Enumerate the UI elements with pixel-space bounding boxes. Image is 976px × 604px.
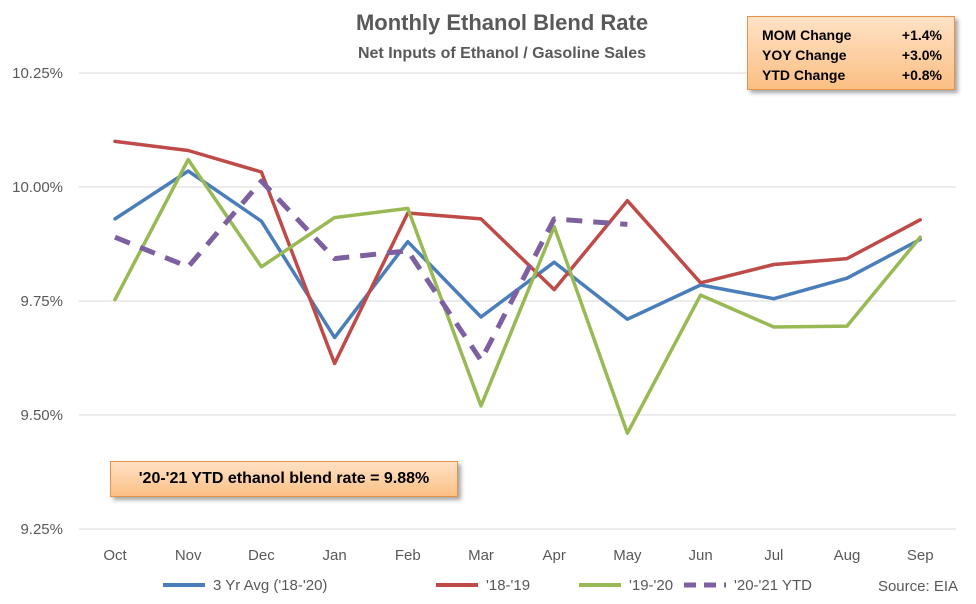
x-tick-label: Jun	[689, 547, 713, 564]
gridlines	[79, 72, 956, 530]
ytd-blend-note: '20-'21 YTD ethanol blend rate = 9.88%	[110, 461, 458, 497]
x-tick-label: Mar	[468, 547, 494, 564]
stats-row-yoy: YOY Change +3.0%	[762, 45, 942, 65]
x-tick-label: Dec	[248, 547, 275, 564]
x-tick-label: Sep	[907, 547, 934, 564]
x-axis-ticks: Oct Nov Dec Jan Feb Mar Apr May Jun Jul Aug Sep	[103, 547, 933, 564]
ytd-label: YTD Change	[762, 67, 846, 83]
legend-label: '20-'21 YTD	[734, 577, 812, 594]
y-axis-ticks: 9.25% 9.50% 9.75% 10.00% 10.25%	[12, 65, 63, 538]
x-tick-label: Nov	[175, 547, 202, 564]
mom-label: MOM Change	[762, 27, 852, 43]
x-tick-label: Oct	[103, 547, 127, 564]
y-tick-label: 9.75%	[20, 293, 63, 310]
stats-row-ytd: YTD Change +0.8%	[762, 65, 942, 85]
series-lines	[113, 139, 922, 435]
x-tick-label: Aug	[834, 547, 861, 564]
x-tick-label: Feb	[395, 547, 421, 564]
x-tick-label: Apr	[543, 547, 566, 564]
yoy-value: +3.0%	[901, 47, 942, 63]
legend: 3 Yr Avg ('18-'20) '18-'19 '19-'20 '20-'21 …	[163, 577, 812, 594]
legend-label: 3 Yr Avg ('18-'20)	[213, 577, 327, 594]
y-tick-label: 10.25%	[12, 65, 63, 82]
series-line-2	[113, 157, 922, 435]
x-tick-label: Jan	[323, 547, 347, 564]
yoy-label: YOY Change	[762, 47, 847, 63]
ytd-value: +0.8%	[901, 67, 942, 83]
legend-label: '18-'19	[486, 577, 530, 594]
series-line-1	[113, 139, 922, 366]
series-line-3	[114, 178, 628, 363]
y-tick-label: 9.25%	[20, 521, 63, 538]
source-note: Source: EIA	[878, 578, 958, 595]
y-tick-label: 10.00%	[12, 179, 63, 196]
stats-row-mom: MOM Change +1.4%	[762, 25, 942, 45]
chart-subtitle: Net Inputs of Ethanol / Gasoline Sales	[358, 45, 646, 62]
x-tick-label: Jul	[764, 547, 783, 564]
y-tick-label: 9.50%	[20, 407, 63, 424]
change-stats-box: MOM Change +1.4% YOY Change +3.0% YTD Ch…	[747, 16, 955, 90]
series-line-0	[113, 169, 922, 340]
x-tick-label: May	[613, 547, 642, 564]
mom-value: +1.4%	[901, 27, 942, 43]
chart-title: Monthly Ethanol Blend Rate	[356, 10, 648, 35]
legend-label: '19-'20	[629, 577, 673, 594]
